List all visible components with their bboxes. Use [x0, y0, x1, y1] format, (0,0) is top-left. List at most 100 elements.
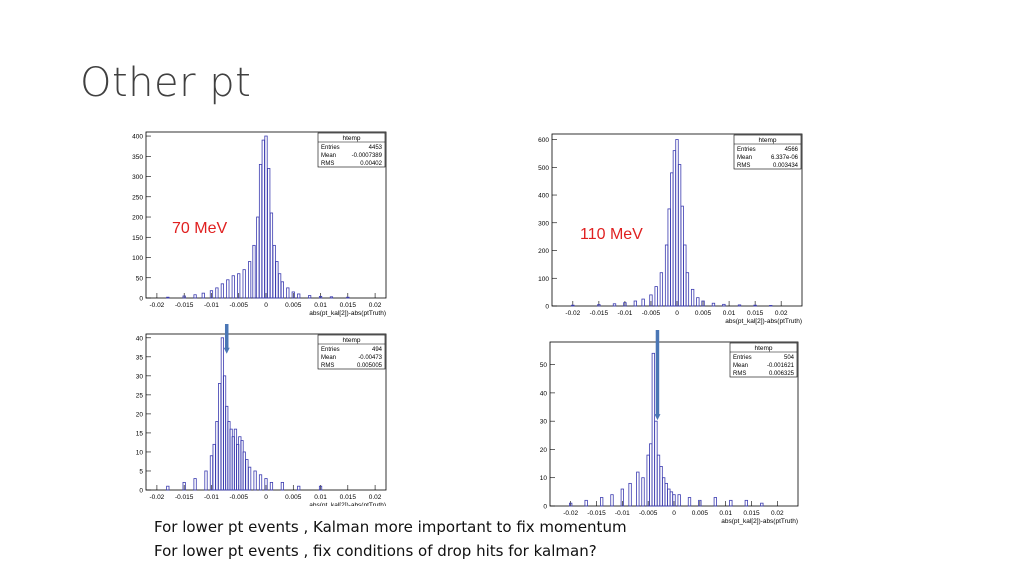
histogram-bin [690, 288, 695, 307]
histogram-bin [318, 485, 323, 491]
x-tick-label: 0 [264, 494, 268, 501]
histogram-bin [297, 485, 301, 491]
histogram-bin [641, 477, 645, 507]
y-tick-label: 20 [136, 411, 144, 418]
histogram-bin [722, 303, 726, 307]
stats-key: RMS [321, 363, 334, 369]
histogram-bin [612, 303, 617, 307]
histogram-110mev: 0 100 200 300 400 500 600 -0.02 -0.015 -0.01 -0.00… [530, 128, 804, 326]
x-tick-label: 0.01 [314, 302, 327, 309]
stats-key: Entries [737, 147, 756, 153]
stats-key: Entries [321, 145, 340, 151]
histogram-bin [248, 466, 252, 491]
x-tick-label: 0.015 [747, 310, 764, 317]
x-tick-label: -0.02 [149, 494, 164, 501]
histogram-bin [253, 470, 257, 491]
histogram-bin [280, 281, 284, 299]
stats-key: Mean [737, 155, 752, 161]
stats-key: Mean [733, 363, 748, 369]
histogram-bin [672, 494, 676, 507]
histogram-bin [308, 295, 312, 299]
histogram-bin [737, 304, 742, 307]
histogram-bin [226, 279, 230, 299]
histogram-bin [760, 502, 764, 507]
histogram-bin [264, 478, 268, 491]
stats-value: 4453 [369, 145, 383, 151]
arrow-head [223, 347, 230, 354]
histogram-70mev-plot: 0 50 100 150 200 250 300 350 400 -0.02 -0.015 -0.01… [132, 131, 387, 317]
x-tick-label: 0.005 [692, 510, 709, 517]
x-axis-label: abs(pt_kal[2])-abs(ptTruth) [309, 502, 386, 506]
histogram-bin [636, 471, 640, 507]
histogram-bin [280, 481, 284, 491]
histogram-bin [231, 275, 235, 299]
y-tick-label: 40 [540, 390, 548, 397]
stats-value: 4566 [785, 147, 799, 153]
stats-key: RMS [321, 161, 334, 167]
y-tick-label: 400 [132, 134, 143, 141]
stats-key: Mean [321, 355, 336, 361]
y-tick-label: 40 [136, 335, 144, 342]
y-tick-label: 300 [538, 220, 549, 227]
y-tick-label: 350 [132, 154, 143, 161]
x-tick-label: 0.01 [723, 310, 736, 317]
slide-title: Other pt [80, 60, 252, 106]
x-tick-label: -0.02 [565, 310, 580, 317]
x-tick-label: 0.015 [743, 510, 760, 517]
y-tick-label: 50 [540, 362, 548, 369]
histogram-110mev-bottom: 0 10 20 30 40 50 -0.02 -0.015 -0.01 -0.005 0 0.005 0… [528, 330, 804, 525]
stats-value: 0.006325 [769, 371, 795, 377]
y-tick-label: 20 [540, 447, 548, 454]
histogram-bin [633, 300, 637, 307]
x-tick-label: 0.005 [695, 310, 712, 317]
stats-key: Mean [321, 153, 336, 159]
histogram-bin [753, 304, 757, 307]
x-tick-label: -0.02 [149, 302, 164, 309]
x-tick-label: -0.01 [204, 494, 219, 501]
x-tick-label: -0.015 [175, 494, 194, 501]
y-tick-label: 15 [136, 430, 144, 437]
histogram-bin [600, 497, 604, 507]
y-tick-label: 0 [543, 504, 547, 511]
y-tick-label: 30 [540, 419, 548, 426]
histogram-bin [623, 302, 627, 307]
x-tick-label: 0.015 [340, 302, 357, 309]
histogram-bin [329, 296, 334, 299]
x-axis-label: abs(pt_kal[2])-abs(ptTruth) [725, 318, 802, 325]
histogram-bin [182, 295, 186, 299]
x-tick-label: 0.02 [775, 310, 788, 317]
x-tick-label: 0.005 [285, 302, 302, 309]
energy-label-110mev: 110 MeV [580, 226, 643, 243]
histogram-bin [713, 497, 717, 507]
stats-value: 0.00402 [360, 161, 382, 167]
histogram-bin [701, 300, 705, 307]
y-tick-label: 0 [545, 304, 549, 311]
histogram-bin [769, 305, 773, 307]
y-tick-label: 25 [136, 392, 144, 399]
x-tick-label: 0.02 [771, 510, 784, 517]
stats-value: 0.003434 [773, 163, 799, 169]
histogram-bin [166, 485, 170, 491]
stats-value: -0.00473 [358, 355, 382, 361]
y-tick-label: 400 [538, 193, 549, 200]
histogram-bin [220, 283, 224, 299]
y-tick-label: 0 [139, 296, 143, 303]
histogram-bin [252, 244, 256, 299]
y-tick-label: 300 [132, 174, 143, 181]
x-tick-label: -0.005 [642, 310, 661, 317]
histogram-bin [711, 302, 716, 307]
note-line-2: For lower pt events , fix conditions of … [154, 542, 597, 560]
histogram-bin [269, 481, 274, 491]
histogram-bin [687, 497, 692, 507]
stats-value: -0.001621 [767, 363, 795, 369]
histogram-bin [182, 481, 186, 491]
histogram-bin [166, 296, 170, 299]
x-tick-label: -0.005 [230, 494, 249, 501]
histogram-110mev-plot: 0 100 200 300 400 500 600 -0.02 -0.015 -0.01 -0.00… [538, 133, 803, 325]
stats-box [317, 132, 386, 168]
histogram-bin [346, 296, 350, 299]
histogram-bin [318, 295, 323, 299]
histogram-bin [744, 499, 748, 507]
histogram-bin [201, 292, 205, 299]
x-tick-label: 0 [675, 310, 679, 317]
